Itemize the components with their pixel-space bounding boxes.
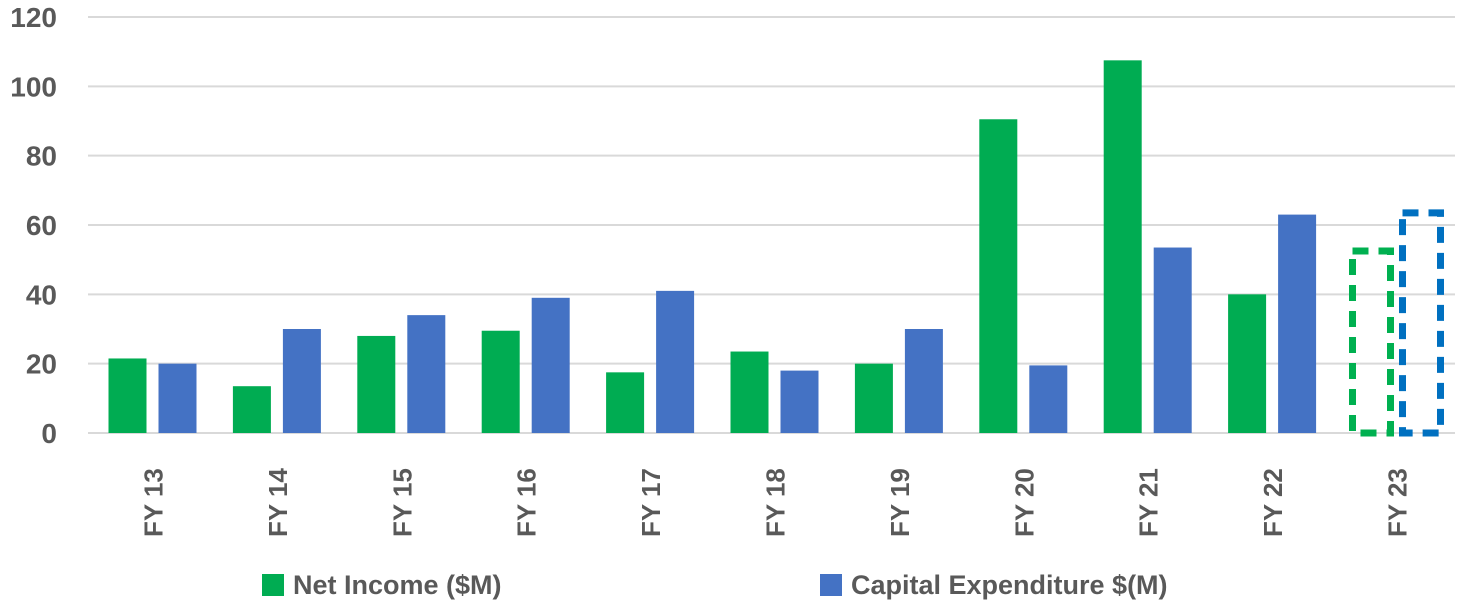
x-category-label-fy-22: FY 22 — [1258, 468, 1288, 537]
y-tick-label: 80 — [26, 141, 57, 172]
x-category-label-fy-23: FY 23 — [1383, 468, 1413, 537]
y-tick-label: 120 — [10, 2, 57, 33]
net-income-bar-fy-14 — [232, 386, 271, 433]
x-category-label-fy-14: FY 14 — [263, 468, 293, 537]
capex-bar-fy-16 — [531, 297, 570, 433]
net-income-bar-fy-21 — [1103, 60, 1142, 433]
x-category-label-fy-21: FY 21 — [1134, 468, 1164, 537]
y-tick-label: 60 — [26, 210, 57, 241]
net-income-bar-fy-15 — [357, 335, 396, 433]
capex-bar-fy-18 — [780, 370, 819, 433]
chart-legend: Net Income ($M) Capital Expenditure $(M) — [0, 570, 1462, 606]
x-category-label-fy-17: FY 17 — [636, 468, 666, 537]
capex-bar-fy-15 — [407, 315, 446, 433]
capital-expenditure-legend-label: Capital Expenditure $(M) — [851, 570, 1168, 600]
net-income-bar-fy-18 — [730, 351, 769, 433]
x-category-label-fy-18: FY 18 — [761, 468, 791, 537]
net-income-bar-fy-20 — [979, 119, 1018, 434]
legend-item-capital-expenditure: Capital Expenditure $(M) — [820, 570, 1168, 600]
capex-bar-fy-19 — [904, 329, 943, 433]
net-income-bar-fy-13 — [108, 358, 147, 433]
x-category-label-fy-16: FY 16 — [512, 468, 542, 537]
net-income-bar-fy-16 — [481, 330, 520, 433]
capex-bar-fy-23-forecast — [1399, 209, 1444, 437]
capex-bar-fy-17 — [656, 290, 695, 433]
net-income-legend-swatch-icon — [262, 574, 284, 596]
x-category-label-fy-20: FY 20 — [1009, 468, 1039, 537]
y-tick-label: 100 — [10, 71, 57, 102]
x-category-label-fy-15: FY 15 — [387, 468, 417, 537]
y-tick-label: 0 — [41, 418, 57, 449]
capex-bar-fy-22 — [1278, 214, 1317, 433]
y-tick-label: 20 — [26, 349, 57, 380]
net-income-bar-fy-23-forecast — [1349, 247, 1394, 437]
x-category-label-fy-13: FY 13 — [139, 468, 169, 537]
net-income-legend-label: Net Income ($M) — [293, 570, 502, 600]
net-income-bar-fy-22 — [1228, 294, 1267, 433]
capex-bar-fy-13 — [158, 363, 197, 433]
capex-bar-fy-21 — [1153, 247, 1192, 433]
capital-expenditure-legend-swatch-icon — [820, 574, 842, 596]
x-category-label-fy-19: FY 19 — [885, 468, 915, 537]
capex-bar-fy-20 — [1029, 365, 1068, 433]
net-income-bar-fy-19 — [854, 363, 893, 433]
y-tick-label: 40 — [26, 279, 57, 310]
net-income-bar-fy-17 — [606, 372, 645, 433]
capex-bar-fy-14 — [282, 329, 321, 433]
legend-item-net-income: Net Income ($M) — [262, 570, 502, 600]
